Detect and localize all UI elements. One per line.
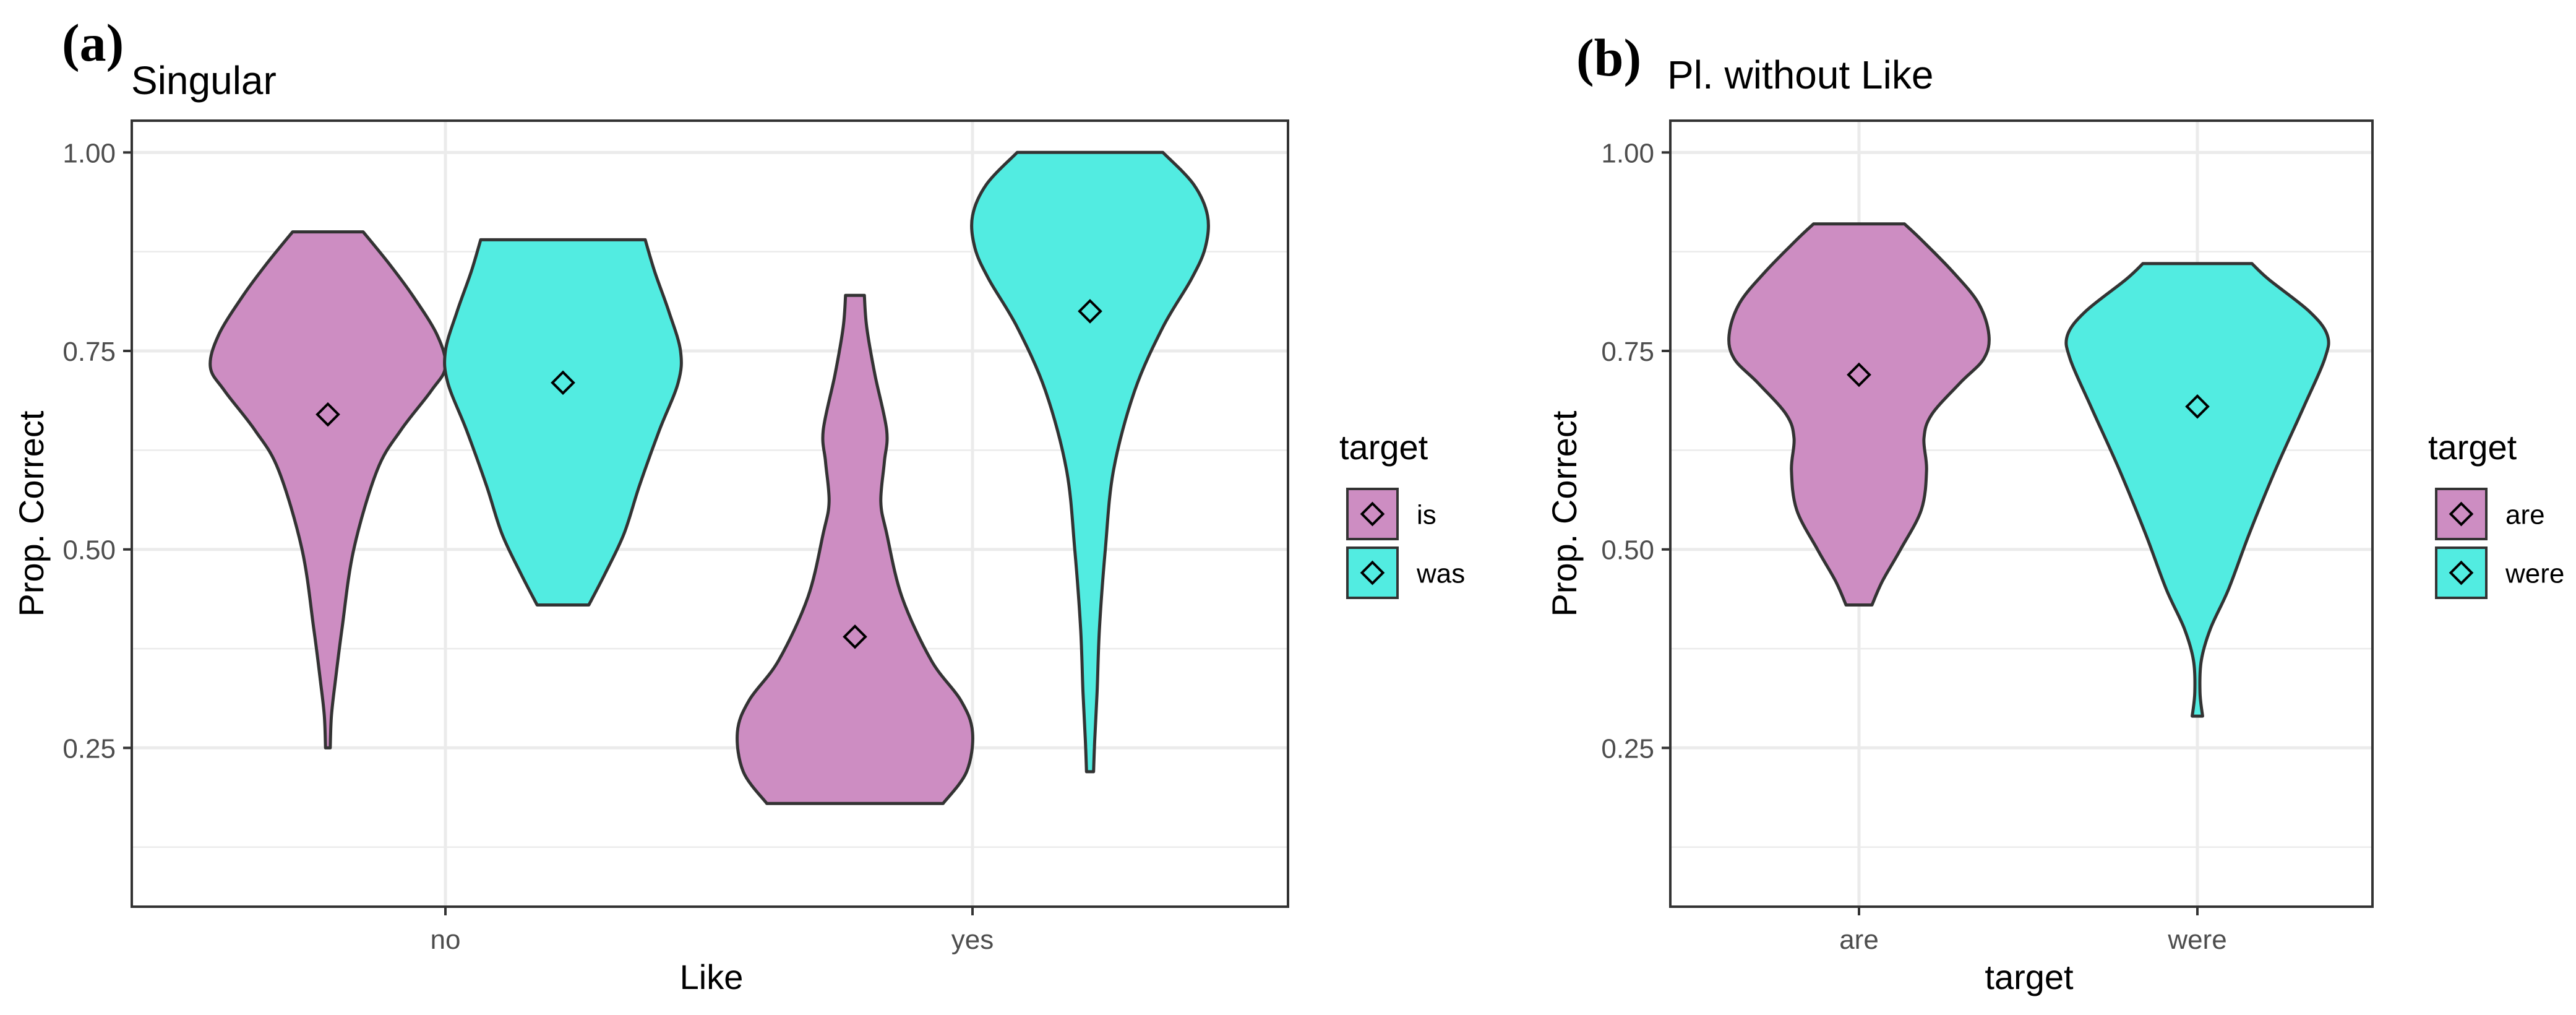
panel-b-legend-diamond-are <box>2449 501 2474 527</box>
panel-b-plot: 0.25 0.50 0.75 1.00 are were are were <box>1601 119 2564 955</box>
panel-a-violin-yes-was <box>970 150 1210 774</box>
panel-b-y-tick-label: 0.50 <box>1601 535 1654 566</box>
panel-a-mean-marker-yes-is <box>843 624 867 649</box>
panel-b-x-tick-label: were <box>2167 925 2226 955</box>
panel-a-legend-label-was: was <box>1416 559 1465 589</box>
panel-b-panel-border <box>1669 119 2374 908</box>
panel-a-violin-yes-is <box>736 293 974 805</box>
panel-a-violin-no-is <box>208 230 447 749</box>
panel-b-legend-diamond-were <box>2449 560 2474 585</box>
panel-a-legend-label-is: is <box>1417 500 1436 530</box>
panel-a-x-tick-label: no <box>431 925 461 955</box>
panel-a-y-tick-label: 0.75 <box>62 337 116 367</box>
panel-a-mean-marker-no-is <box>316 402 340 427</box>
panel-a-label: (a) <box>62 13 124 72</box>
panel-a-legend-title: target <box>1339 428 1428 467</box>
panel-b-legend-key-were <box>2435 546 2488 599</box>
panel-b-legend-key-are <box>2435 488 2488 540</box>
panel-a-x-tick-label: yes <box>951 925 994 955</box>
panel-b-y-tick-label: 0.25 <box>1601 733 1654 764</box>
panel-b-violin-are-are <box>1727 222 1991 607</box>
panel-b-mean-marker-are-are <box>1847 362 1871 387</box>
panel-a-violin-no-was <box>443 238 683 607</box>
panel-a-plot: 0.25 0.50 0.75 1.00 no yes is was <box>62 119 1465 955</box>
panel-a-y-tick-label: 1.00 <box>62 138 116 168</box>
panel-a-ylabel: Prop. Correct <box>12 410 51 616</box>
panel-a-legend-key-is <box>1346 488 1399 540</box>
panel-a-y-tick-label: 0.25 <box>62 733 116 764</box>
panel-b-violin-were-were <box>2064 262 2330 718</box>
panel-b-legend-label-are: are <box>2505 500 2545 530</box>
panel-b-y-tick-label: 0.75 <box>1601 337 1654 367</box>
panel-a-y-tick-label: 0.50 <box>62 535 116 566</box>
panel-a-xlabel: Like <box>680 957 744 996</box>
panel-b-x-tick-label: are <box>1839 925 1879 955</box>
panel-a-mean-marker-yes-was <box>1078 299 1102 324</box>
panel-b-legend-title: target <box>2428 428 2517 467</box>
panel-b-y-tick-label: 1.00 <box>1601 138 1654 168</box>
panel-b-title: Pl. without Like <box>1667 53 1933 97</box>
panel-b-legend-label-were: were <box>2505 559 2564 589</box>
panel-b-panel-bg <box>1670 121 2372 907</box>
panel-b-mean-marker-were-were <box>2185 394 2210 419</box>
panel-a-mean-marker-no-was <box>551 370 575 395</box>
panel-a-legend-diamond-was <box>1360 560 1385 585</box>
panel-b-ylabel: Prop. Correct <box>1545 410 1584 616</box>
panel-b-label: (b) <box>1576 28 1641 87</box>
panel-a-legend-key-was <box>1346 546 1399 599</box>
panel-a-legend-diamond-is <box>1360 501 1385 527</box>
panel-a-panel-border <box>131 119 1289 908</box>
panel-b-xlabel: target <box>1985 957 2074 996</box>
panel-a-title: Singular <box>131 58 277 103</box>
